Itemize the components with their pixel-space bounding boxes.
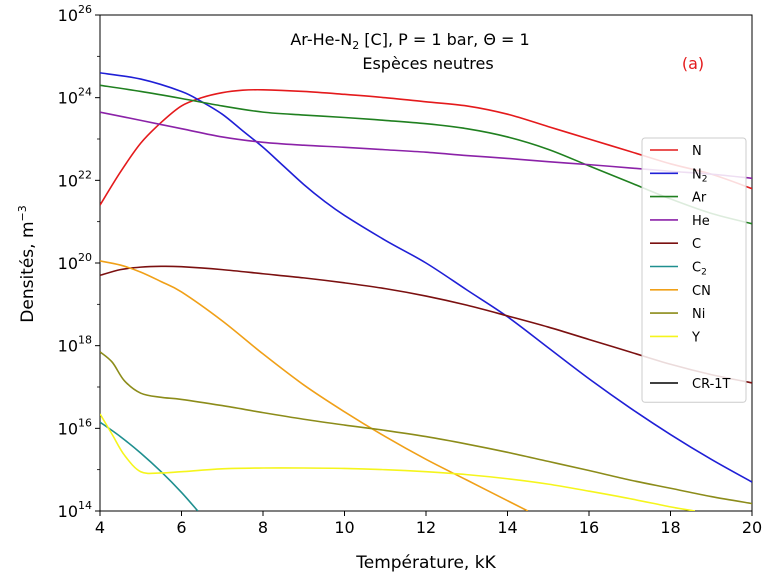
series-line-cn — [100, 260, 529, 511]
y-axis-label-exponent: −3 — [16, 205, 29, 221]
title-species: Ar-He-N — [290, 30, 352, 49]
x-tick-label: 18 — [660, 518, 680, 537]
y-tick-label: 1020 — [58, 251, 92, 273]
x-tick-label: 20 — [742, 518, 762, 537]
series-line-c2 — [100, 421, 199, 511]
x-tick-label: 8 — [258, 518, 268, 537]
y-tick-label: 1014 — [58, 499, 92, 521]
y-tick-label: 1022 — [58, 168, 92, 190]
legend-label: Y — [691, 330, 700, 345]
series-line-ni — [100, 351, 752, 505]
series-line-n — [100, 88, 752, 206]
y-tick-label: 1024 — [58, 86, 92, 108]
legend-label: CN — [692, 284, 711, 299]
legend-label: C2 — [692, 261, 707, 278]
x-tick-label: 4 — [95, 518, 105, 537]
title-species-subscript: 2 — [352, 39, 359, 52]
legend-label: CR-1T — [692, 377, 731, 392]
chart-title-line2: Espèces neutres — [362, 54, 493, 73]
legend-label: C — [692, 237, 701, 252]
axes: 4 6 8 10 12 14 16 18 20 1014 1016 1018 1020 1022 1024 1… — [58, 3, 763, 537]
x-tick-label: 14 — [497, 518, 517, 537]
y-axis-label: Densités, m−3 — [16, 205, 38, 322]
legend-label: Ar — [692, 191, 707, 206]
series-line-n2 — [100, 72, 752, 483]
panel-label: (a) — [682, 54, 704, 73]
legend-label: Ni — [692, 307, 705, 322]
legend-label: He — [692, 214, 710, 229]
x-axis-label: Température, kK — [355, 553, 496, 573]
legend: N N2 Ar He C C2 CN Ni Y CR-1T — [641, 137, 747, 403]
x-tick-label: 6 — [176, 518, 186, 537]
y-axis-label-main: Densités, m — [18, 221, 38, 322]
x-tick-label: 12 — [416, 518, 436, 537]
legend-label: N2 — [692, 167, 707, 184]
y-tick-label: 1016 — [58, 416, 92, 438]
x-tick-label: 10 — [334, 518, 354, 537]
series-line-c — [100, 265, 752, 384]
y-tick-label: 1018 — [58, 334, 92, 356]
chart-title-line1: Ar-He-N2 [C], P = 1 bar, Θ = 1 — [290, 30, 529, 52]
series-line-y — [100, 413, 696, 511]
title-conditions: [C], P = 1 bar, Θ = 1 — [359, 30, 529, 49]
x-tick-label: 16 — [579, 518, 599, 537]
legend-label: N — [692, 144, 702, 159]
y-tick-label: 1026 — [58, 3, 92, 25]
